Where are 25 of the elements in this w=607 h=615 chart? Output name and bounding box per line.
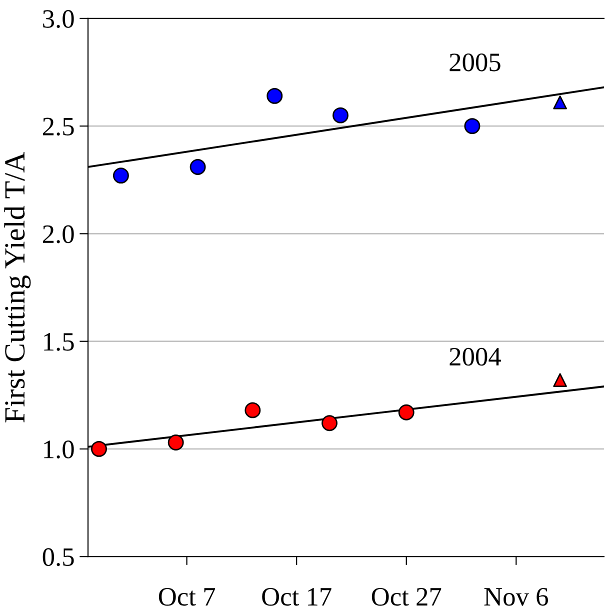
y-tick-label: 3.0 bbox=[43, 10, 74, 28]
y-tick-label: 1.5 bbox=[44, 333, 74, 351]
x-tick-label: Nov 6 bbox=[484, 588, 548, 606]
y-axis-title: First Cutting Yield T/A bbox=[4, 152, 31, 422]
point bbox=[244, 402, 261, 418]
point bbox=[190, 158, 206, 175]
point bbox=[332, 107, 348, 124]
point bbox=[168, 434, 184, 450]
point bbox=[553, 373, 567, 387]
y-tick-label: 0.5 bbox=[42, 548, 74, 566]
y-tick-label: 2.0 bbox=[42, 225, 74, 244]
point bbox=[553, 95, 567, 110]
x-tick-label: Oct 7 bbox=[158, 588, 215, 606]
point bbox=[91, 440, 107, 457]
point bbox=[266, 88, 283, 104]
point bbox=[112, 168, 129, 184]
series-label: 2005 bbox=[450, 54, 500, 72]
point bbox=[398, 404, 414, 420]
point bbox=[464, 118, 480, 134]
x-tick-label: Oct 27 bbox=[372, 588, 442, 606]
y-tick-label: 2.5 bbox=[42, 118, 74, 136]
y-tick-label: 1.0 bbox=[44, 440, 74, 458]
point bbox=[322, 415, 338, 432]
series-label: 2004 bbox=[450, 348, 501, 366]
x-tick-label: Oct 17 bbox=[262, 588, 332, 606]
